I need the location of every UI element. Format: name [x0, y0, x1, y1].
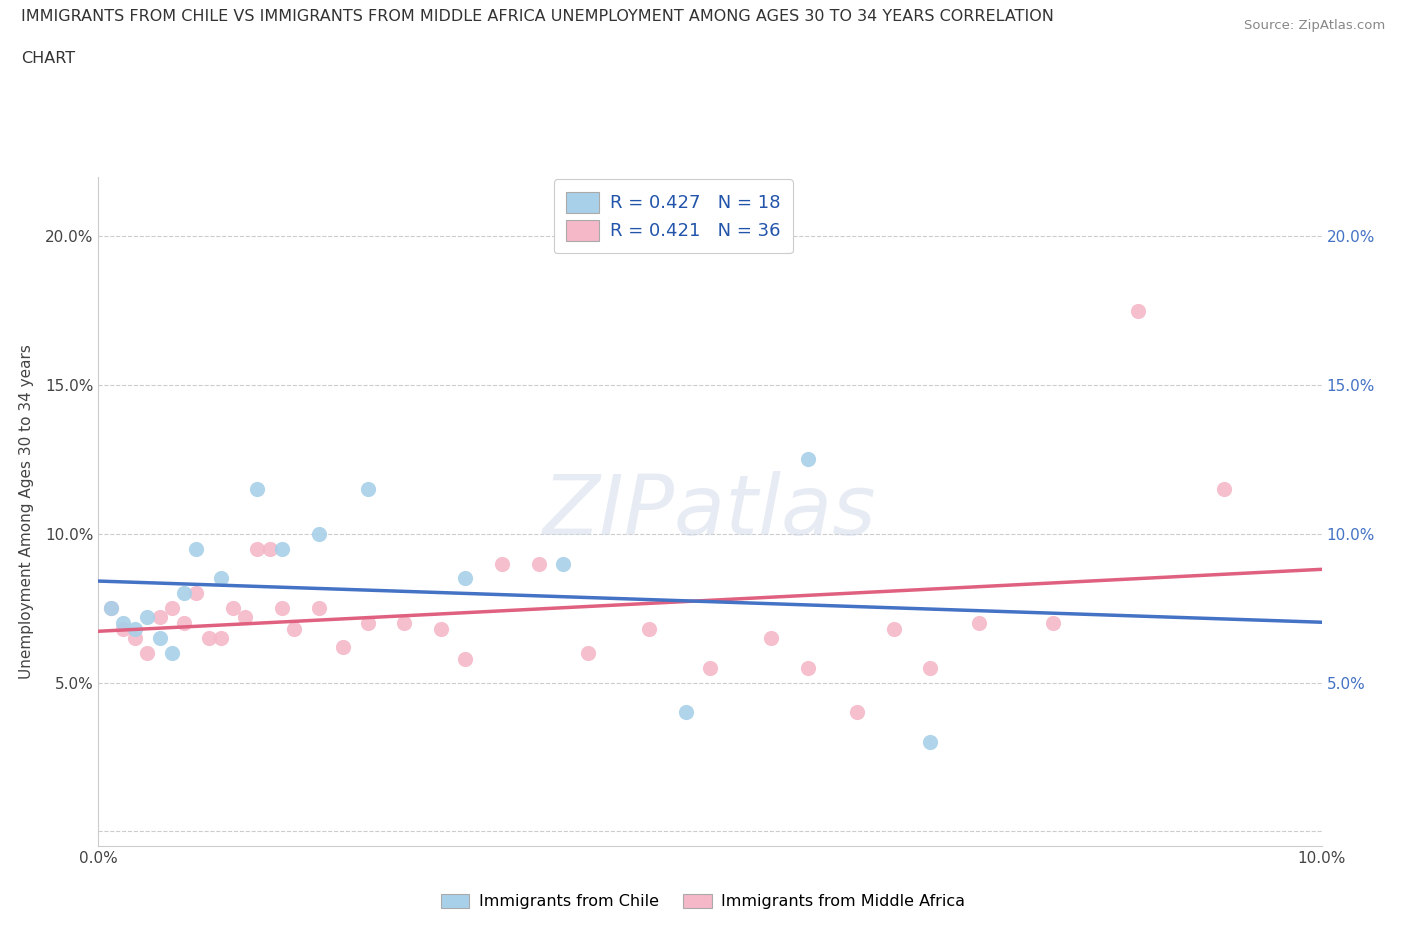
Point: [392, 616, 416, 631]
Point: [209, 571, 232, 586]
Point: [356, 482, 378, 497]
Point: [845, 705, 868, 720]
Legend: R = 0.427   N = 18, R = 0.421   N = 36: R = 0.427 N = 18, R = 0.421 N = 36: [554, 179, 793, 253]
Point: [173, 586, 195, 601]
Point: [173, 616, 195, 631]
Point: [124, 621, 146, 636]
Point: [197, 631, 219, 645]
Point: [332, 640, 354, 655]
Point: [186, 586, 208, 601]
Point: [553, 556, 575, 571]
Point: [100, 601, 122, 616]
Point: [246, 541, 269, 556]
Point: [430, 621, 453, 636]
Point: [100, 601, 122, 616]
Point: [759, 631, 782, 645]
Point: [283, 621, 305, 636]
Point: [883, 621, 905, 636]
Point: [491, 556, 513, 571]
Point: [111, 616, 134, 631]
Point: [797, 660, 820, 675]
Point: [1042, 616, 1064, 631]
Point: [967, 616, 990, 631]
Point: [454, 571, 477, 586]
Text: Source: ZipAtlas.com: Source: ZipAtlas.com: [1244, 19, 1385, 32]
Point: [186, 541, 208, 556]
Point: [259, 541, 281, 556]
Point: [454, 651, 477, 666]
Point: [246, 482, 269, 497]
Text: CHART: CHART: [21, 51, 75, 66]
Point: [308, 601, 330, 616]
Point: [527, 556, 550, 571]
Point: [209, 631, 232, 645]
Point: [149, 610, 172, 625]
Point: [576, 645, 599, 660]
Point: [637, 621, 661, 636]
Text: IMMIGRANTS FROM CHILE VS IMMIGRANTS FROM MIDDLE AFRICA UNEMPLOYMENT AMONG AGES 3: IMMIGRANTS FROM CHILE VS IMMIGRANTS FROM…: [21, 9, 1054, 24]
Text: ZIPatlas: ZIPatlas: [543, 471, 877, 552]
Point: [270, 541, 292, 556]
Point: [1128, 303, 1150, 318]
Point: [111, 621, 134, 636]
Point: [136, 610, 159, 625]
Point: [1212, 482, 1234, 497]
Y-axis label: Unemployment Among Ages 30 to 34 years: Unemployment Among Ages 30 to 34 years: [20, 344, 34, 679]
Point: [797, 452, 820, 467]
Point: [222, 601, 245, 616]
Point: [160, 645, 183, 660]
Point: [233, 610, 256, 625]
Point: [149, 631, 172, 645]
Point: [160, 601, 183, 616]
Point: [699, 660, 721, 675]
Point: [920, 660, 942, 675]
Point: [124, 631, 146, 645]
Point: [308, 526, 330, 541]
Legend: Immigrants from Chile, Immigrants from Middle Africa: Immigrants from Chile, Immigrants from M…: [433, 885, 973, 917]
Point: [136, 645, 159, 660]
Point: [675, 705, 697, 720]
Point: [356, 616, 378, 631]
Point: [920, 735, 942, 750]
Point: [270, 601, 292, 616]
